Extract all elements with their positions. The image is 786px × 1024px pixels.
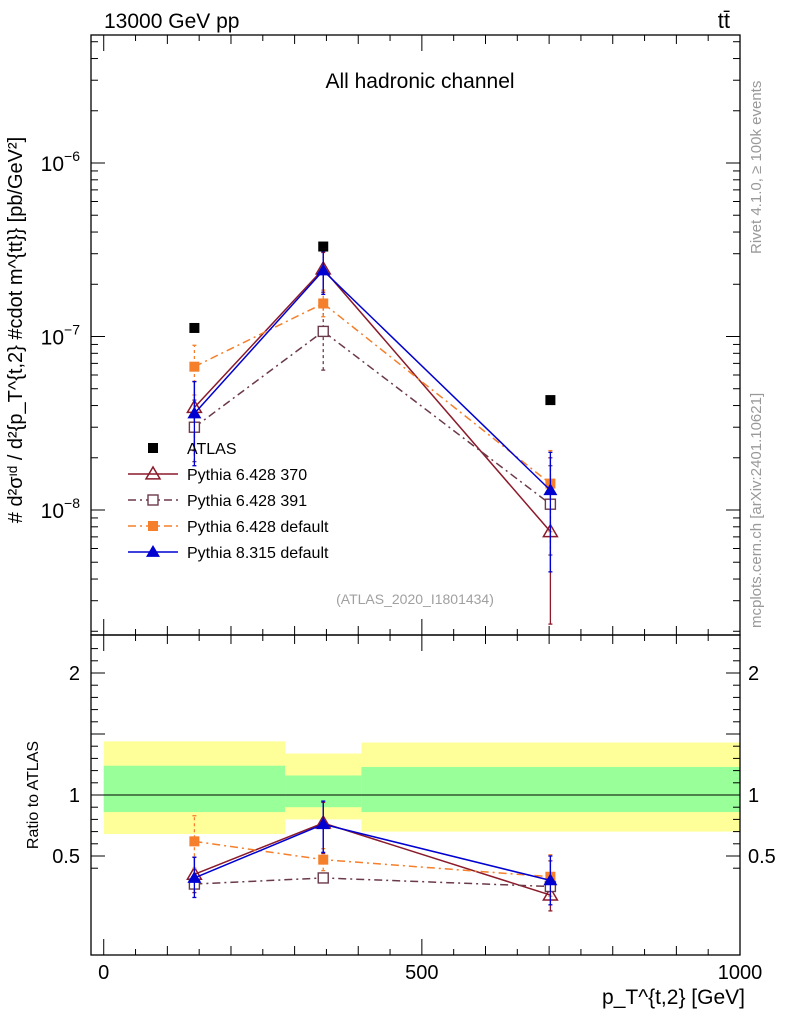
ratio-point — [187, 870, 202, 883]
legend-marker — [147, 494, 159, 506]
main-series-1 — [188, 305, 557, 556]
ratio-y-tick-label-left: 2 — [69, 663, 80, 685]
legend-marker — [146, 545, 160, 557]
axis-ticks: 10−8 10−7 10−6 0.5 0.5 1 1 2 2 0 500 1000 — [41, 35, 776, 984]
legend-entry-0: ATLAS — [148, 441, 237, 458]
main-point — [187, 406, 202, 419]
analysis-id: (ATLAS_2020_I1801434) — [336, 591, 494, 607]
main-point — [543, 483, 558, 496]
legend-entry-3: Pythia 6.428 default — [128, 519, 329, 536]
main-y-tick-label: 10−8 — [41, 495, 81, 523]
source-label: mcplots.cern.ch [arXiv:2401.10621] — [748, 393, 765, 628]
x-tick-label: 0 — [98, 962, 109, 984]
main-point — [189, 322, 200, 333]
legend: ATLAS Pythia 6.428 370 Pythia 6.428 391 Pyt… — [128, 441, 329, 562]
uncertainty-bands — [91, 741, 740, 835]
main-series-3 — [187, 250, 558, 573]
main-series-0 — [186, 251, 559, 625]
ratio-y-tick-label-right: 2 — [748, 663, 759, 685]
legend-label: Pythia 6.428 default — [187, 519, 329, 536]
ratio-y-tick-label-right: 0.5 — [748, 846, 776, 868]
ratio-point — [543, 873, 558, 886]
main-y-tick-label: 10−7 — [41, 322, 81, 350]
ratio-y-tick-label-right: 1 — [748, 785, 759, 807]
legend-entry-2: Pythia 6.428 391 — [128, 493, 307, 510]
main-series-4 — [189, 241, 556, 406]
x-axis-label: p_T^{t,2} [GeV] — [602, 986, 745, 1009]
legend-entry-1: Pythia 6.428 370 — [128, 465, 307, 484]
ratio-point — [317, 872, 329, 884]
main-point — [316, 263, 331, 276]
ratio-y-tick-label-left: 1 — [69, 785, 80, 807]
main-line-3 — [193, 269, 551, 491]
ratio-plot-frame — [90, 634, 741, 956]
main-series — [186, 241, 559, 625]
green-band-2 — [361, 766, 740, 813]
x-tick-label: 1000 — [718, 962, 763, 984]
legend-label: ATLAS — [187, 441, 237, 458]
main-line-2 — [194, 302, 551, 485]
main-y-axis-label: # d²σᶦᵈ / d²{p_T^{t,2} #cdot m^{tt}} [pb… — [5, 137, 27, 523]
main-point — [189, 361, 200, 372]
main-point — [318, 241, 329, 252]
green-band-0 — [103, 765, 286, 813]
x-tick-label: 500 — [405, 962, 438, 984]
legend-marker — [148, 521, 158, 531]
legend-entry-4: Pythia 8.315 default — [128, 545, 329, 562]
ratio-y-axis-label: Ratio to ATLAS — [25, 741, 42, 849]
energy-label: 13000 GeV pp — [104, 10, 239, 33]
main-y-tick-label: 10−6 — [41, 148, 81, 176]
ratio-point — [189, 836, 200, 847]
main-point — [317, 325, 329, 338]
ratio-y-tick-label-left: 0.5 — [52, 846, 80, 868]
main-point — [545, 395, 556, 406]
channel-label: All hadronic channel — [325, 70, 514, 93]
rivet-label: Rivet 4.1.0, ≥ 100k events — [748, 81, 765, 254]
legend-label: Pythia 8.315 default — [187, 545, 329, 562]
legend-label: Pythia 6.428 391 — [187, 493, 307, 510]
ratio-point — [318, 854, 329, 865]
ratio-series-3 — [187, 800, 558, 906]
process-label: tt̄ — [718, 8, 730, 33]
ratio-series-1 — [188, 872, 557, 893]
main-point — [318, 298, 329, 309]
ratio-line-1 — [194, 877, 551, 888]
legend-marker — [144, 465, 162, 480]
ratio-series — [186, 800, 559, 912]
ratio-point — [316, 817, 331, 830]
legend-marker — [148, 443, 158, 453]
legend-label: Pythia 6.428 370 — [187, 467, 307, 484]
ratio-line-2 — [194, 840, 551, 878]
